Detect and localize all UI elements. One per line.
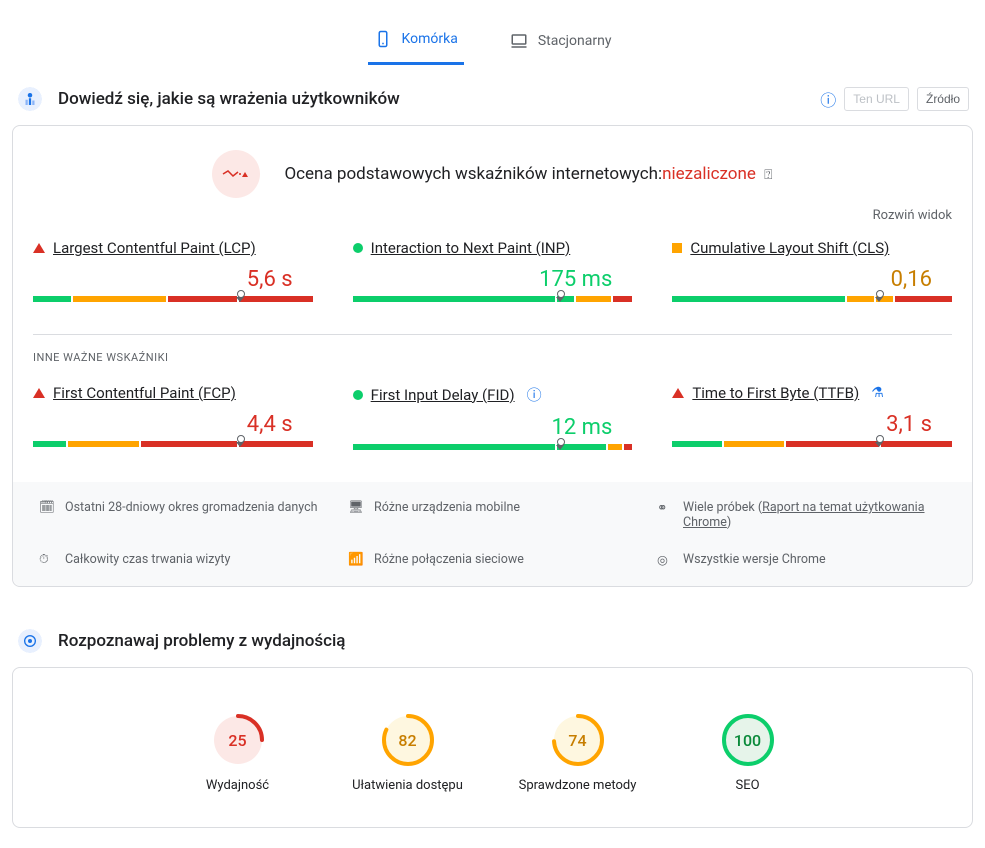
footer-versions: ◎Wszystkie wersje Chrome [657,552,946,568]
triangle-marker-icon [33,243,45,253]
info-icon[interactable]: ⓘ [820,87,836,111]
triangle-marker-icon [33,388,45,398]
tab-desktop[interactable]: Stacjonarny [504,20,618,65]
gauge: 25 [210,712,266,768]
gauge-value: 25 [210,712,266,768]
assessment-text: Ocena podstawowych wskaźników internetow… [284,164,772,184]
tab-mobile-label: Komórka [402,31,458,47]
score-ułatwienia dostępu[interactable]: 82 Ułatwienia dostępu [348,712,468,793]
field-data-header: Dowiedź się, jakie są wrażenia użytkowni… [0,65,985,125]
metric-inp: Interaction to Next Paint (INP) 175 ms [353,239,633,304]
gauge-value: 82 [380,712,436,768]
footer-duration: ⏱Całkowity czas trwania wizyty [39,552,328,568]
network-icon: 📶 [348,552,364,567]
metric-bar [33,441,313,449]
core-metrics-grid: Largest Contentful Paint (LCP) 5,6 s Int… [33,239,952,304]
expand-view-link[interactable]: Rozwiń widok [33,208,952,223]
metric-value: 0,16 [672,267,952,292]
calendar-icon: 🗓 [39,500,55,515]
flask-icon: ⚗ [871,385,884,401]
field-data-title: Dowiedź się, jakie są wrażenia użytkowni… [58,89,400,109]
field-data-footer: 🗓Ostatni 28-dniowy okres gromadzenia dan… [13,482,972,586]
score-label: Wydajność [178,778,298,793]
score-label: SEO [688,778,808,793]
lab-data-card: 25 Wydajność 82 Ułatwienia dostępu 74 [12,667,973,828]
metric-value: 4,4 s [33,412,313,437]
score-label: Sprawdzone metody [518,778,638,793]
metric-name-link[interactable]: First Contentful Paint (FCP) [53,384,236,402]
bar-pointer-icon [874,290,884,300]
gauge: 74 [550,712,606,768]
circle-marker-icon [353,243,363,253]
metric-fcp: First Contentful Paint (FCP) 4,4 s [33,384,313,452]
gauge-value: 100 [720,712,776,768]
footer-devices: 🖥Różne urządzenia mobilne [348,500,637,530]
bar-pointer-icon [235,435,245,445]
info-icon[interactable]: ⓘ [527,384,542,405]
score-seo[interactable]: 100 SEO [688,712,808,793]
score-sprawdzone metody[interactable]: 74 Sprawdzone metody [518,712,638,793]
score-label: Ułatwienia dostępu [348,778,468,793]
metric-bar [672,296,952,304]
bar-pointer-icon [555,438,565,448]
tab-desktop-label: Stacjonarny [538,33,612,49]
circle-marker-icon [353,390,363,400]
metric-name-link[interactable]: First Input Delay (FID) [371,386,515,404]
metric-name-link[interactable]: Time to First Byte (TTFB) [692,384,859,402]
triangle-marker-icon [672,388,684,398]
origin-button[interactable]: Źródło [917,87,969,111]
assessment-fail-icon [212,150,260,198]
footer-connections: 📶Różne połączenia sieciowe [348,552,637,568]
divider [33,334,952,335]
gauge: 100 [720,712,776,768]
field-data-icon [16,85,44,113]
metric-bar [672,441,952,449]
metric-bar [353,296,633,304]
bar-pointer-icon [874,435,884,445]
desktop-icon [510,32,528,50]
help-icon[interactable]: ⍰ [764,167,772,183]
samples-icon: ⚭ [657,500,673,516]
other-metrics-label: INNE WAŻNE WSKAŹNIKI [33,351,952,364]
metric-value: 175 ms [353,267,633,292]
tab-mobile[interactable]: Komórka [368,20,464,65]
devices-icon: 🖥 [348,500,364,515]
lab-data-icon [16,627,44,655]
metric-value: 5,6 s [33,267,313,292]
assessment-label: Ocena podstawowych wskaźników internetow… [284,164,662,184]
metric-ttfb: Time to First Byte (TTFB) ⚗ 3,1 s [672,384,952,452]
metric-value: 12 ms [353,415,633,440]
square-marker-icon [672,243,682,253]
bar-pointer-icon [555,290,565,300]
lab-data-header: Rozpoznawaj problemy z wydajnością [0,607,985,667]
metric-name-link[interactable]: Cumulative Layout Shift (CLS) [690,239,889,257]
device-tabs: Komórka Stacjonarny [0,0,985,65]
metric-lcp: Largest Contentful Paint (LCP) 5,6 s [33,239,313,304]
metric-bar [353,444,633,452]
footer-samples: ⚭Wiele próbek (Raport na temat użytkowan… [657,500,946,530]
metric-bar [33,296,313,304]
mobile-icon [374,30,392,48]
this-url-button[interactable]: Ten URL [844,87,909,111]
scores-row: 25 Wydajność 82 Ułatwienia dostępu 74 [33,692,952,823]
chrome-icon: ◎ [657,552,673,568]
metric-fid: First Input Delay (FID) ⓘ 12 ms [353,384,633,452]
metric-name-link[interactable]: Interaction to Next Paint (INP) [371,239,571,257]
timer-icon: ⏱ [39,552,55,567]
metric-value: 3,1 s [672,412,952,437]
field-data-card: Ocena podstawowych wskaźników internetow… [12,125,973,587]
footer-period: 🗓Ostatni 28-dniowy okres gromadzenia dan… [39,500,328,530]
gauge: 82 [380,712,436,768]
other-metrics-grid: First Contentful Paint (FCP) 4,4 s First… [33,384,952,452]
score-wydajność[interactable]: 25 Wydajność [178,712,298,793]
lab-data-title: Rozpoznawaj problemy z wydajnością [58,631,345,651]
metric-name-link[interactable]: Largest Contentful Paint (LCP) [53,239,256,257]
bar-pointer-icon [235,290,245,300]
gauge-value: 74 [550,712,606,768]
assessment-status: niezaliczone [662,164,756,184]
metric-cls: Cumulative Layout Shift (CLS) 0,16 [672,239,952,304]
